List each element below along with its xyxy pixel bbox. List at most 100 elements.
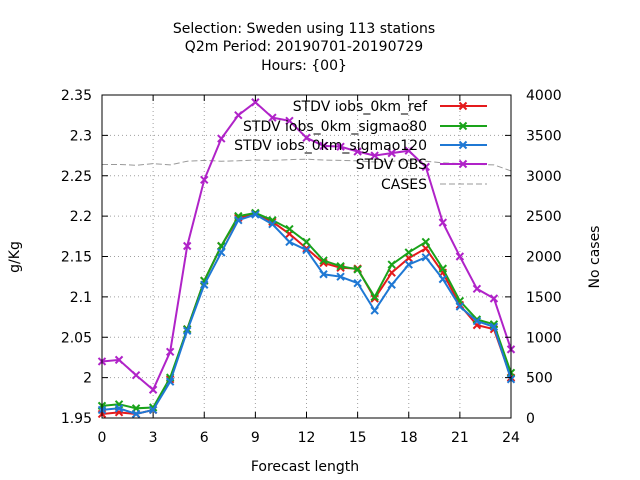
x-tick-label: 0 bbox=[98, 430, 107, 446]
data-point bbox=[387, 280, 396, 289]
data-point bbox=[421, 162, 430, 172]
series-line bbox=[102, 158, 512, 172]
data-point bbox=[370, 151, 379, 160]
data-point bbox=[217, 134, 226, 143]
y2-tick-label: 0 bbox=[526, 411, 535, 427]
data-point bbox=[472, 316, 482, 326]
data-point bbox=[387, 260, 396, 269]
data-point bbox=[353, 265, 362, 274]
data-point bbox=[302, 237, 311, 247]
x-tick-label: 18 bbox=[400, 430, 418, 446]
data-point bbox=[302, 133, 311, 143]
y-tick-label: 2.1 bbox=[70, 290, 92, 306]
legend-label: STDV iobs_0km_ref bbox=[293, 99, 428, 115]
x-tick-label: 6 bbox=[200, 430, 209, 446]
data-point bbox=[455, 302, 465, 311]
y2-tick-label: 4000 bbox=[526, 88, 562, 104]
legend-label: CASES bbox=[381, 177, 427, 193]
x-tick-label: 15 bbox=[349, 430, 367, 446]
legend-item-stdv-iobs-0km-sigmao120: STDV iobs_0km_sigmao120 bbox=[234, 138, 487, 154]
data-point bbox=[438, 264, 448, 273]
data-point bbox=[165, 377, 175, 386]
series-cases bbox=[102, 158, 512, 172]
series-line bbox=[101, 213, 512, 415]
y-tick-label: 2.25 bbox=[61, 169, 92, 185]
x-tick-label: 24 bbox=[502, 430, 520, 446]
y2-tick-label: 1500 bbox=[526, 290, 562, 306]
y2-tick-label: 3000 bbox=[526, 169, 562, 185]
data-point bbox=[183, 326, 192, 335]
legend-label: STDV iobs_0km_sigmao80 bbox=[243, 119, 427, 135]
legend-item-stdv-iobs-0km-sigmao80: STDV iobs_0km_sigmao80 bbox=[243, 119, 487, 135]
data-point bbox=[114, 404, 124, 413]
title-line-2: Q2m Period: 20190701-20190729 bbox=[185, 39, 423, 55]
data-point bbox=[302, 244, 311, 253]
data-point bbox=[268, 113, 277, 122]
data-point bbox=[251, 210, 260, 219]
data-point bbox=[251, 98, 260, 107]
data-point bbox=[421, 253, 430, 262]
data-point bbox=[183, 241, 192, 251]
data-point bbox=[148, 405, 158, 415]
data-point bbox=[285, 116, 294, 126]
legend-item-stdv-obs: STDV OBS bbox=[356, 157, 487, 173]
x-tick-label: 9 bbox=[251, 430, 260, 446]
data-point bbox=[319, 256, 328, 265]
chart-title: Selection: Sweden using 113 stations Q2m… bbox=[173, 21, 435, 74]
data-point bbox=[455, 252, 465, 261]
data-point bbox=[148, 385, 158, 394]
legend-label: STDV OBS bbox=[356, 157, 427, 173]
data-point bbox=[353, 278, 362, 288]
y2-tick-label: 2000 bbox=[526, 250, 562, 266]
title-line-3: Hours: {00} bbox=[261, 58, 347, 74]
legend: STDV iobs_0km_ref STDV iobs_0km_sigmao80 S… bbox=[234, 99, 487, 193]
data-point bbox=[285, 224, 294, 234]
data-point bbox=[370, 292, 379, 302]
data-point bbox=[438, 218, 448, 227]
data-point bbox=[234, 215, 243, 225]
data-point bbox=[165, 347, 175, 356]
y2-axis-label: No cases bbox=[587, 226, 603, 289]
data-point bbox=[268, 219, 277, 229]
legend-item-stdv-iobs-0km-ref: STDV iobs_0km_ref bbox=[293, 99, 487, 115]
series-stdv-iobs-0km-sigmao120 bbox=[97, 210, 516, 419]
x-tick-label: 12 bbox=[298, 430, 316, 446]
data-point bbox=[200, 175, 209, 184]
y-tick-label: 2.3 bbox=[70, 128, 92, 144]
title-line-1: Selection: Sweden using 113 stations bbox=[173, 21, 435, 37]
data-point bbox=[200, 280, 209, 289]
y-tick-label: 1.95 bbox=[61, 411, 92, 427]
data-point bbox=[336, 142, 345, 151]
data-point bbox=[472, 284, 482, 294]
data-point bbox=[234, 110, 243, 120]
data-point bbox=[285, 237, 294, 247]
data-point bbox=[319, 270, 328, 279]
data-point bbox=[302, 245, 311, 255]
data-point bbox=[217, 248, 226, 257]
data-point bbox=[404, 248, 413, 257]
y2-tick-label: 2500 bbox=[526, 209, 562, 225]
legend-item-cases: CASES bbox=[381, 177, 487, 193]
y-tick-label: 2.05 bbox=[61, 330, 92, 346]
y2-tick-label: 3500 bbox=[526, 128, 562, 144]
series-layer bbox=[97, 98, 516, 419]
data-point bbox=[489, 294, 499, 303]
cases-series-layer bbox=[102, 158, 512, 172]
data-point bbox=[114, 355, 124, 365]
data-point bbox=[370, 306, 379, 315]
x-tick-label: 21 bbox=[451, 430, 469, 446]
y2-tick-label: 500 bbox=[526, 371, 553, 387]
y-tick-label: 2.15 bbox=[61, 250, 92, 266]
y-tick-label: 2.2 bbox=[70, 209, 92, 225]
y-axis-label: g/Kg bbox=[7, 241, 23, 273]
data-point bbox=[319, 141, 328, 151]
data-point bbox=[336, 261, 345, 271]
data-point bbox=[131, 409, 141, 419]
y2-tick-label: 1000 bbox=[526, 330, 562, 346]
y-tick-label: 2 bbox=[83, 371, 92, 387]
data-point bbox=[438, 274, 448, 284]
data-point bbox=[421, 237, 430, 247]
legend-label: STDV iobs_0km_sigmao120 bbox=[234, 138, 427, 154]
data-point bbox=[404, 146, 413, 155]
